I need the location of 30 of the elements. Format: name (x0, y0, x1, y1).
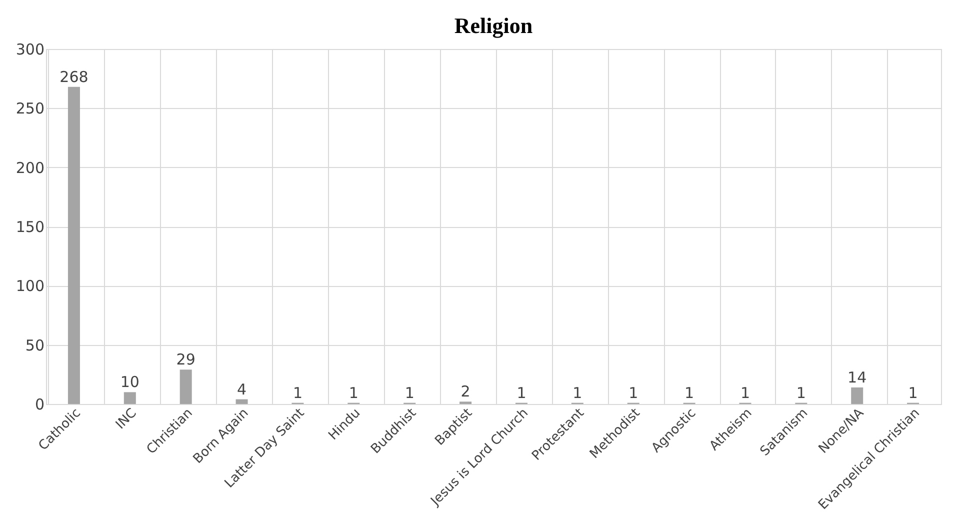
data-label: 1 (740, 384, 750, 402)
data-label: 4 (237, 380, 247, 398)
data-label: 10 (120, 373, 140, 392)
y-tick-label: 300 (16, 40, 44, 58)
data-label: 1 (684, 384, 694, 402)
data-label: 1 (404, 384, 414, 402)
bar (236, 399, 248, 404)
y-tick-label: 0 (34, 396, 44, 414)
data-label: 1 (908, 384, 918, 402)
data-label: 1 (628, 384, 638, 402)
bar (180, 370, 192, 404)
data-label: 1 (796, 384, 806, 402)
bar (68, 86, 80, 404)
data-label: 29 (176, 350, 196, 369)
data-label: 1 (348, 384, 358, 402)
data-label: 1 (572, 384, 582, 402)
y-tick-label: 200 (16, 158, 44, 177)
data-label: 2 (460, 382, 470, 401)
chart-title: Religion (454, 13, 533, 38)
y-tick-label: 150 (16, 218, 44, 236)
data-label: 1 (292, 384, 302, 402)
data-label: 268 (60, 68, 88, 86)
data-label: 14 (848, 368, 867, 386)
y-tick-label: 100 (16, 277, 44, 296)
y-tick-label: 50 (25, 336, 44, 354)
data-label: 1 (516, 384, 526, 402)
bar (124, 392, 136, 404)
x-tick-label: INC (113, 406, 140, 432)
y-tick-label: 250 (16, 100, 44, 118)
bar (851, 387, 864, 404)
